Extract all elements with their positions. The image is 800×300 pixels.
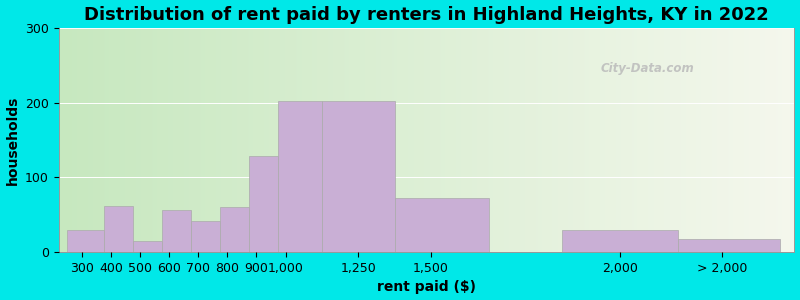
Bar — [162, 210, 191, 252]
Y-axis label: households: households — [6, 95, 19, 185]
Bar — [191, 221, 220, 252]
Bar — [249, 157, 278, 252]
Bar — [220, 207, 249, 252]
Title: Distribution of rent paid by renters in Highland Heights, KY in 2022: Distribution of rent paid by renters in … — [84, 6, 769, 24]
Bar — [133, 241, 162, 252]
Bar — [394, 198, 489, 252]
Bar — [678, 239, 780, 252]
Bar — [278, 101, 322, 252]
Bar — [322, 101, 394, 252]
Text: City-Data.com: City-Data.com — [601, 62, 694, 75]
X-axis label: rent paid ($): rent paid ($) — [377, 280, 476, 294]
Bar — [67, 230, 104, 252]
Bar — [562, 230, 678, 252]
Bar — [104, 206, 133, 252]
